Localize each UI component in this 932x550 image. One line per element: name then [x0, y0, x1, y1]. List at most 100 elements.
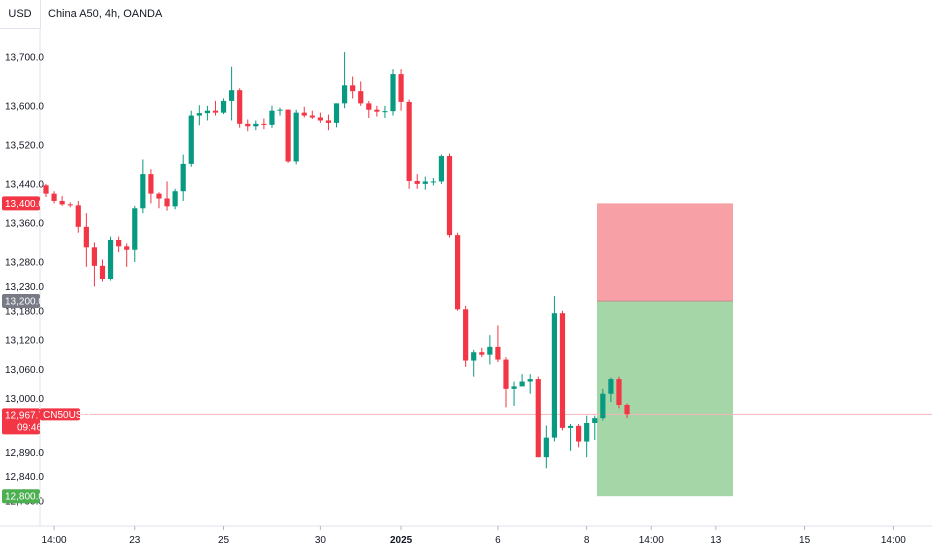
candle[interactable] — [422, 176, 428, 190]
candle-body — [229, 90, 235, 101]
candle[interactable] — [164, 181, 170, 211]
candle[interactable] — [366, 100, 372, 118]
candle-body — [584, 423, 590, 442]
candle[interactable] — [576, 423, 582, 448]
candle[interactable] — [180, 154, 186, 201]
stop-price-badge: 13,400.0 — [2, 196, 44, 211]
candle[interactable] — [156, 192, 162, 209]
candle-body — [237, 90, 243, 124]
candle[interactable] — [438, 154, 445, 184]
price-axis[interactable]: 13,700.0 13,600.0 13,520.0 13,440.0 13,360.0… — [5, 53, 44, 508]
candle[interactable] — [132, 205, 138, 262]
candle[interactable] — [446, 153, 453, 238]
candle[interactable] — [374, 105, 380, 117]
candle[interactable] — [414, 174, 420, 189]
candle[interactable] — [277, 107, 283, 116]
candle-body — [382, 111, 388, 113]
candle[interactable] — [543, 425, 549, 469]
candle[interactable] — [91, 242, 98, 287]
candle[interactable] — [567, 423, 574, 451]
candle[interactable] — [269, 105, 275, 128]
candle[interactable] — [229, 66, 235, 121]
candle[interactable] — [99, 259, 106, 282]
time-tick-label: 14:00 — [42, 535, 67, 546]
candle[interactable] — [293, 109, 299, 165]
candle[interactable] — [124, 243, 130, 267]
candle[interactable] — [519, 374, 525, 387]
candle[interactable] — [285, 109, 291, 163]
candle[interactable] — [471, 349, 477, 377]
candle[interactable] — [487, 335, 493, 365]
time-axis[interactable]: 14:00 23 25 30 2025 6 8 14:00 13 15 14:00 — [42, 526, 907, 546]
candle[interactable] — [220, 98, 227, 115]
price-tick-label: 13,360.0 — [5, 218, 44, 229]
candle[interactable] — [317, 112, 323, 123]
candle-body — [463, 309, 469, 361]
candle[interactable] — [398, 69, 404, 111]
candle[interactable] — [245, 119, 251, 132]
candle-body — [140, 174, 146, 209]
entry-price-badge-label: 13,200.0 — [5, 297, 44, 308]
candle[interactable] — [51, 191, 57, 204]
candle[interactable] — [535, 376, 541, 458]
candle[interactable] — [196, 105, 202, 126]
candle-body — [406, 101, 412, 181]
candle[interactable] — [430, 178, 436, 186]
candle[interactable] — [75, 200, 81, 233]
candle[interactable] — [559, 310, 566, 431]
candle-body — [398, 74, 404, 102]
candle[interactable] — [148, 169, 154, 204]
candle[interactable] — [479, 347, 485, 358]
candle-body — [59, 200, 65, 205]
candle-body — [358, 91, 364, 104]
candle[interactable] — [350, 76, 356, 99]
candle[interactable] — [188, 110, 194, 167]
candle[interactable] — [406, 99, 412, 189]
candle[interactable] — [503, 357, 509, 408]
candle-body — [75, 205, 81, 227]
candle[interactable] — [382, 105, 388, 118]
candle[interactable] — [454, 232, 461, 311]
candle[interactable] — [212, 100, 219, 116]
candle[interactable] — [600, 388, 606, 421]
candle[interactable] — [253, 120, 259, 131]
candle[interactable] — [107, 236, 114, 281]
candle-body — [374, 109, 380, 112]
candle[interactable] — [390, 69, 396, 116]
candle[interactable] — [116, 236, 122, 253]
candle[interactable] — [358, 81, 364, 106]
candle-body — [495, 346, 501, 360]
candle[interactable] — [584, 415, 590, 458]
candle[interactable] — [59, 196, 65, 206]
candle-body — [301, 112, 307, 116]
candle[interactable] — [261, 118, 267, 130]
candle[interactable] — [43, 183, 49, 198]
candle[interactable] — [309, 110, 315, 119]
candle-body — [148, 174, 154, 194]
candle[interactable] — [624, 403, 630, 419]
candle[interactable] — [172, 188, 178, 210]
risk-zone[interactable] — [597, 203, 733, 301]
candle[interactable] — [325, 114, 332, 131]
candle[interactable] — [463, 305, 469, 367]
candle[interactable] — [237, 88, 243, 128]
candle[interactable] — [551, 296, 558, 442]
candle[interactable] — [527, 374, 533, 394]
candle[interactable] — [67, 202, 73, 208]
currency-label: USD — [0, 0, 41, 29]
candle[interactable] — [616, 376, 622, 409]
candle-body — [196, 113, 202, 116]
candle[interactable] — [495, 325, 501, 362]
candle[interactable] — [301, 106, 307, 118]
position-zones — [597, 203, 733, 497]
symbol-tag: CN50USD — [40, 408, 90, 421]
candle[interactable] — [83, 213, 89, 267]
candle[interactable] — [333, 103, 340, 128]
candle[interactable] — [592, 415, 598, 441]
candle[interactable] — [608, 377, 614, 403]
candle[interactable] — [341, 52, 348, 109]
candle[interactable] — [511, 381, 517, 406]
candle[interactable] — [204, 105, 210, 121]
candle[interactable] — [140, 159, 146, 214]
